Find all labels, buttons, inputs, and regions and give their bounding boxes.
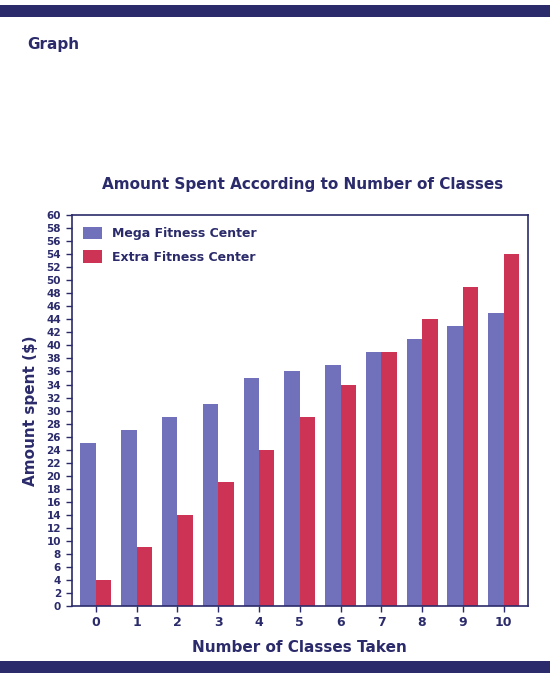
Bar <box>121 430 137 606</box>
Bar <box>244 378 259 606</box>
Bar <box>259 450 274 606</box>
Bar <box>80 443 96 606</box>
Bar <box>406 339 422 606</box>
Bar <box>218 482 234 606</box>
Text: Amount Spent According to Number of Classes: Amount Spent According to Number of Clas… <box>102 177 503 192</box>
Bar <box>366 352 381 606</box>
Text: Graph: Graph <box>28 37 80 52</box>
Bar <box>422 320 437 606</box>
Bar <box>463 287 478 606</box>
X-axis label: Number of Classes Taken: Number of Classes Taken <box>192 640 407 656</box>
Bar <box>96 579 112 606</box>
Bar <box>381 352 397 606</box>
Bar <box>488 313 504 606</box>
Bar <box>504 254 519 606</box>
Y-axis label: Amount spent ($): Amount spent ($) <box>23 335 38 486</box>
Bar <box>162 417 178 606</box>
Bar <box>340 384 356 606</box>
Bar <box>284 371 300 606</box>
Bar <box>447 326 463 606</box>
Bar <box>178 515 193 606</box>
Bar <box>300 417 315 606</box>
Bar <box>203 404 218 606</box>
Legend: Mega Fitness Center, Extra Fitness Center: Mega Fitness Center, Extra Fitness Cente… <box>78 221 261 269</box>
Bar <box>137 547 152 606</box>
Bar <box>325 365 340 606</box>
